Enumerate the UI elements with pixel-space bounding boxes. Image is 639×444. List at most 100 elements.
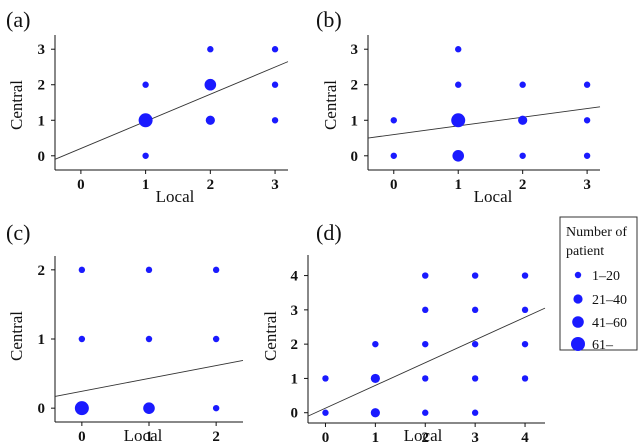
y-tick-label: 1 (38, 113, 46, 129)
legend-marker-3 (572, 316, 584, 328)
data-point (207, 46, 214, 53)
x-tick-label: 3 (583, 177, 591, 193)
x-tick-label: 0 (78, 429, 86, 444)
data-point (271, 81, 279, 88)
data-point (422, 375, 429, 382)
regression-line (54, 359, 244, 397)
y-tick-label: 3 (351, 42, 359, 58)
x-axis-title: Local (156, 187, 195, 206)
data-point (471, 340, 479, 348)
data-point (78, 266, 86, 274)
data-point (271, 117, 279, 124)
panels: (a) 0 1 2 3 0 1 2 3 Local Central (b) 0 1 2 3 0 1 2 3 Local C… (6, 7, 601, 444)
panel-label: (c) (6, 220, 30, 245)
legend-entry-2: 21–40 (592, 293, 627, 308)
data-point (519, 152, 526, 159)
x-tick-label: 2 (422, 430, 430, 444)
regression-line (307, 307, 546, 417)
x-tick-label: 3 (271, 177, 279, 193)
x-tick-label: 2 (519, 177, 527, 193)
x-axis-title: Local (474, 187, 513, 206)
data-point (422, 409, 429, 416)
data-point (452, 149, 465, 162)
panel-3: (c) 0 1 2 0 1 2 Local Central (6, 220, 244, 444)
y-tick-label: 0 (38, 401, 46, 417)
panel-2: (b) 0 1 2 3 0 1 2 3 Local Central (316, 7, 601, 206)
y-tick-label: 2 (38, 263, 46, 279)
data-point (143, 402, 155, 414)
y-tick-label: 4 (291, 269, 299, 285)
data-point (521, 340, 529, 348)
data-point (471, 409, 479, 416)
data-point (138, 113, 153, 128)
data-point (372, 340, 379, 348)
data-point (145, 335, 153, 343)
x-axis-title: Local (404, 426, 443, 444)
size-legend: Number of patient 1–20 21–40 41–60 61– (559, 216, 638, 353)
y-axis-title: Central (321, 80, 340, 130)
legend-title-line-1: Number of (566, 225, 627, 240)
data-point (271, 46, 279, 53)
data-point (518, 115, 528, 125)
data-point (142, 152, 149, 159)
data-point (521, 306, 529, 314)
x-tick-label: 0 (390, 177, 398, 193)
y-axis-title: Central (261, 311, 280, 361)
panel-4: (d) 0 1 2 3 4 0 1 2 3 4 Local Central (261, 220, 546, 444)
data-point (471, 306, 479, 314)
data-point (583, 152, 591, 159)
x-tick-label: 0 (322, 430, 330, 444)
data-point (322, 375, 329, 382)
data-point (204, 78, 217, 91)
regression-line (54, 61, 289, 160)
data-point (142, 81, 149, 88)
data-point (212, 404, 220, 412)
x-tick-label: 4 (521, 430, 529, 444)
data-point (583, 81, 591, 88)
x-tick-label: 3 (471, 430, 479, 444)
y-tick-label: 0 (38, 149, 46, 165)
panel-1: (a) 0 1 2 3 0 1 2 3 Local Central (6, 7, 289, 206)
data-point (370, 373, 380, 384)
data-point (455, 46, 462, 53)
data-point (471, 272, 479, 279)
data-point (521, 272, 529, 279)
panel-label: (b) (316, 7, 342, 32)
legend-box (559, 216, 638, 351)
data-point (422, 340, 429, 348)
legend-marker-4 (571, 337, 585, 351)
legend-marker-2 (573, 294, 583, 304)
x-tick-label: 1 (142, 177, 150, 193)
data-point (390, 152, 397, 159)
data-point (74, 401, 89, 416)
panel-label: (a) (6, 7, 30, 32)
legend-entry-3: 41–60 (592, 316, 627, 331)
y-tick-label: 2 (38, 78, 46, 94)
data-point (145, 266, 153, 274)
data-point (78, 335, 86, 343)
data-point (471, 375, 479, 382)
regression-line (367, 106, 601, 139)
x-tick-label: 2 (207, 177, 215, 193)
x-tick-label: 2 (212, 429, 220, 444)
data-point (322, 409, 329, 416)
legend-title-line-2: patient (566, 244, 604, 259)
data-point (521, 375, 529, 382)
y-axis-title: Central (7, 80, 26, 130)
data-point (583, 117, 591, 124)
y-tick-label: 0 (351, 149, 359, 165)
y-tick-label: 1 (38, 332, 46, 348)
y-tick-label: 1 (291, 371, 299, 387)
x-tick-label: 1 (454, 177, 462, 193)
data-point (455, 81, 462, 88)
y-tick-label: 1 (351, 113, 359, 129)
data-point (422, 272, 429, 279)
x-tick-label: 1 (372, 430, 380, 444)
legend-marker-1 (574, 271, 582, 279)
panel-label: (d) (316, 220, 342, 245)
y-tick-label: 2 (351, 78, 359, 94)
data-point (212, 266, 220, 274)
y-tick-label: 3 (38, 42, 46, 58)
data-point (451, 113, 466, 128)
